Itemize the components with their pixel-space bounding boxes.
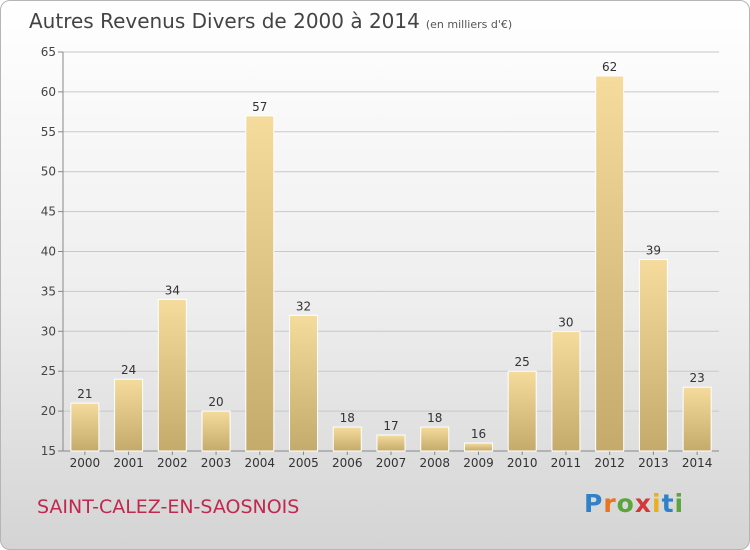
city-name: SAINT-CALEZ-EN-SAOSNOIS [37, 496, 300, 518]
x-tick-label: 2001 [113, 456, 144, 470]
bar [463, 442, 493, 452]
bar [638, 258, 668, 452]
value-label: 16 [471, 427, 486, 441]
bar [551, 330, 581, 452]
bar [420, 426, 450, 452]
value-label: 18 [427, 411, 442, 425]
value-label: 24 [121, 363, 136, 377]
logo-letter: P [584, 489, 604, 518]
proxiti-logo: Proxiti [584, 489, 684, 518]
logo-letter: t [661, 489, 675, 518]
logo-letter: i [674, 489, 685, 518]
chart-unit: (en milliers d'€) [425, 18, 513, 31]
value-label: 34 [165, 283, 180, 297]
y-tick-label: 30 [41, 324, 56, 338]
value-label: 62 [602, 60, 617, 74]
value-label: 32 [296, 299, 311, 313]
logo-letter: o [616, 489, 635, 518]
bar [114, 378, 144, 452]
value-label: 57 [252, 100, 267, 114]
logo-letter: x [634, 489, 652, 518]
x-tick-label: 2005 [288, 456, 319, 470]
value-label: 21 [77, 387, 92, 401]
x-tick-label: 2011 [551, 456, 582, 470]
x-tick-label: 2002 [157, 456, 188, 470]
x-tick-label: 2013 [638, 456, 669, 470]
bar [70, 402, 100, 452]
x-tick-label: 2014 [682, 456, 713, 470]
y-tick-label: 45 [41, 205, 56, 219]
value-label: 17 [383, 419, 398, 433]
logo-letter: i [652, 489, 662, 518]
x-tick-label: 2000 [70, 456, 101, 470]
value-label: 20 [208, 395, 223, 409]
y-tick-label: 20 [41, 404, 56, 418]
bar [507, 370, 537, 452]
x-tick-label: 2007 [376, 456, 407, 470]
y-tick-label: 50 [41, 165, 56, 179]
logo-letter: r [603, 489, 617, 518]
y-tick-label: 55 [41, 125, 56, 139]
labels: 15 20 25 30 35 40 45 50 55 60 65 21 2000 24 2001 34 2002… [41, 45, 713, 470]
bars [70, 75, 712, 452]
bar [595, 75, 625, 452]
value-label: 23 [689, 371, 704, 385]
y-tick-label: 65 [41, 45, 56, 59]
x-tick-label: 2009 [463, 456, 494, 470]
y-tick-label: 35 [41, 284, 56, 298]
y-tick-label: 25 [41, 364, 56, 378]
y-tick-label: 40 [41, 245, 56, 259]
bar [332, 426, 362, 452]
x-tick-label: 2008 [419, 456, 450, 470]
bar [289, 314, 319, 452]
chart-title: Autres Revenus Divers de 2000 à 2014 (en … [29, 9, 512, 33]
bar [201, 410, 231, 452]
x-tick-label: 2006 [332, 456, 363, 470]
value-label: 30 [558, 315, 573, 329]
value-label: 18 [340, 411, 355, 425]
bar [682, 386, 712, 452]
value-label: 39 [646, 243, 661, 257]
x-tick-label: 2004 [245, 456, 276, 470]
bar [157, 298, 187, 452]
x-tick-label: 2003 [201, 456, 232, 470]
x-tick-label: 2012 [594, 456, 625, 470]
chart-title-text: Autres Revenus Divers de 2000 à 2014 [29, 9, 420, 33]
y-tick-label: 60 [41, 85, 56, 99]
y-tick-label: 15 [41, 444, 56, 458]
x-tick-label: 2010 [507, 456, 538, 470]
bar [245, 115, 275, 452]
bar [376, 434, 406, 452]
value-label: 25 [515, 355, 530, 369]
